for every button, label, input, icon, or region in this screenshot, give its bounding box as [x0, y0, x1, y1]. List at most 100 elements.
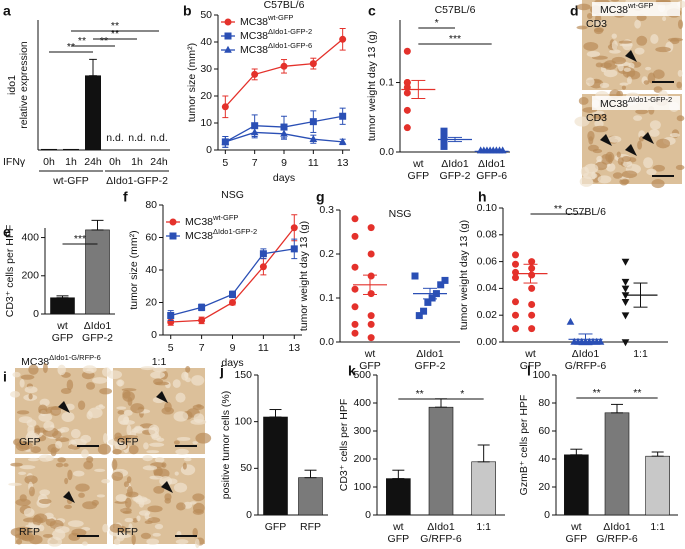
- image-texture: [114, 500, 128, 504]
- image-texture: [126, 424, 132, 436]
- label-sup: wt-GFP: [267, 13, 293, 22]
- y-tick-label: 0: [206, 144, 212, 156]
- x-tick-label: GFP: [52, 332, 74, 344]
- x-tick-label: ΔIdo1: [603, 521, 631, 533]
- y-tick-label: 60: [538, 425, 550, 437]
- y-tick-label: 40: [145, 264, 157, 276]
- panel-label: k: [348, 363, 356, 379]
- y-tick-label: 400: [21, 231, 39, 243]
- marker: [167, 312, 175, 319]
- bar: [564, 454, 589, 516]
- y-axis-label: CD3⁺ cells per HPF: [338, 399, 350, 491]
- image-texture: [153, 378, 164, 385]
- y-tick-label: 0.08: [477, 229, 498, 241]
- arrowhead: [156, 391, 168, 403]
- image-texture: [47, 536, 63, 547]
- value-label: n.d.: [128, 132, 146, 144]
- marker: [351, 232, 359, 240]
- y-axis-label: tumor size (mm²): [186, 43, 198, 122]
- y-tick-label: 0: [33, 308, 39, 320]
- image-texture: [75, 483, 90, 492]
- panel-label: j: [219, 363, 224, 379]
- error-bar: [91, 219, 104, 231]
- marker: [621, 312, 630, 320]
- y-tick-label: 0: [151, 329, 157, 341]
- x-tick-label: GFP-6: [476, 170, 507, 182]
- image-texture: [27, 457, 40, 462]
- image-texture: [28, 364, 39, 375]
- image-texture: [183, 457, 192, 462]
- image-texture: [149, 475, 163, 480]
- y-tick-label: 50: [240, 462, 252, 474]
- error-bar: [578, 333, 593, 346]
- panel-label: a: [3, 3, 11, 19]
- y-axis-label: CD3⁺ cells per HPF: [4, 225, 16, 317]
- label-main: MC38: [240, 30, 268, 42]
- image-texture: [10, 462, 23, 467]
- image-texture: [587, 130, 595, 141]
- image-texture: [13, 438, 23, 446]
- image-texture: [113, 538, 121, 546]
- marker: [221, 103, 229, 111]
- image-texture: [57, 457, 67, 463]
- image-texture: [28, 534, 43, 545]
- image-texture: [176, 436, 191, 441]
- image-texture: [140, 532, 152, 539]
- image-texture: [102, 523, 109, 533]
- image-texture: [619, 82, 629, 86]
- image-texture: [147, 505, 163, 513]
- label-sup: ΔIdo1-GFP-2: [213, 227, 257, 236]
- marker: [198, 316, 206, 324]
- y-tick-label: 80: [538, 397, 550, 409]
- x-tick-label: GFP-2: [82, 332, 113, 344]
- image-texture: [646, 168, 657, 176]
- image-texture: [102, 433, 108, 444]
- image-texture: [57, 364, 66, 376]
- marker: [169, 232, 177, 240]
- y-axis-label: relative expression: [18, 41, 30, 129]
- error-bar: [392, 469, 405, 480]
- panel-label: b: [183, 3, 192, 19]
- chart-title: C57BL/6: [435, 4, 476, 16]
- image-stain: CD3: [586, 112, 607, 124]
- image-texture: [643, 157, 654, 169]
- y-tick-label: 0.00: [477, 336, 498, 348]
- image-texture: [586, 51, 601, 58]
- image-texture: [82, 541, 88, 546]
- y-tick-label: 0.3: [319, 204, 334, 216]
- image-texture: [20, 374, 35, 380]
- image-texture: [652, 164, 665, 172]
- image-texture: [146, 450, 160, 454]
- image-texture: [182, 462, 187, 470]
- image-texture: [643, 80, 650, 85]
- image-texture: [172, 379, 181, 388]
- error-bar: [651, 451, 664, 457]
- image-row-label: RFP: [19, 526, 40, 538]
- y-tick-label: 40: [538, 453, 550, 465]
- significance-label: *: [435, 17, 439, 29]
- image-texture: [27, 425, 35, 436]
- x-tick-label: 9: [281, 157, 287, 169]
- image-texture: [114, 432, 122, 440]
- panel-label: h: [478, 189, 487, 205]
- y-tick-label: 10: [200, 117, 212, 129]
- image-texture: [99, 387, 113, 395]
- image-stain: CD3: [586, 18, 607, 30]
- image-texture: [134, 425, 143, 431]
- bar: [263, 416, 288, 516]
- y-tick-label: 0: [544, 509, 550, 521]
- x-tick-label: GFP: [388, 533, 410, 545]
- y-tick-label: 0: [246, 509, 252, 521]
- image-texture: [675, 164, 685, 170]
- y-axis-label: positive tumor cells (%): [220, 391, 232, 500]
- image-texture: [142, 465, 158, 471]
- marker: [424, 298, 432, 306]
- marker: [229, 299, 236, 306]
- group-label: wt-GFP: [52, 175, 89, 187]
- y-axis-label: tumor size (mm²): [128, 230, 140, 309]
- image-texture: [192, 502, 205, 514]
- image-texture: [174, 471, 179, 476]
- marker: [528, 311, 536, 319]
- image-texture: [677, 69, 683, 77]
- image-texture: [154, 457, 165, 463]
